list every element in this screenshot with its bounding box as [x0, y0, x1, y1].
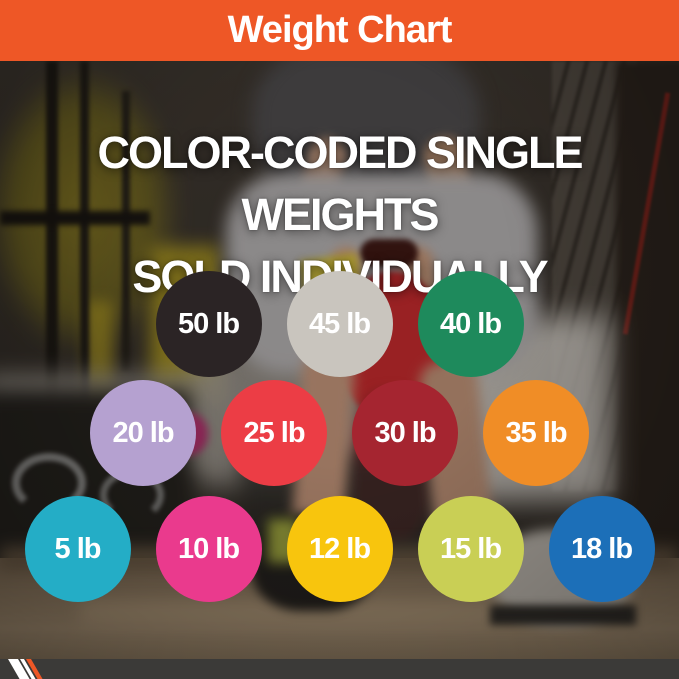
weight-label: 12 lb — [308, 532, 371, 565]
header-title: Weight Chart — [227, 9, 453, 51]
weight-label: 35 lb — [505, 416, 567, 449]
weight-circle-5-lb: 5 lb — [24, 496, 131, 602]
weight-circle-12-lb: 12 lb — [286, 496, 393, 602]
weight-row-medium: 20 lb 25 lb 30 lb 35 lb — [0, 380, 679, 486]
header-bar: Weight Chart — [0, 0, 679, 61]
footer-bar — [0, 659, 679, 679]
athlete-shoe-shape — [490, 605, 636, 625]
weight-circle-45-lb: 45 lb — [286, 271, 393, 377]
weight-label: 50 lb — [177, 307, 240, 340]
weight-row-light: 5 lb 10 lb 12 lb 15 lb 18 lb — [0, 496, 679, 602]
weight-circle-20-lb: 20 lb — [90, 380, 196, 486]
rack-post-shape — [122, 91, 130, 371]
headline-line-1: COLOR-CODED SINGLE WEIGHTS — [97, 127, 583, 240]
weight-circle-15-lb: 15 lb — [417, 496, 524, 602]
weight-circle-25-lb: 25 lb — [221, 380, 327, 486]
weight-row-heavy: 50 lb 45 lb 40 lb — [0, 271, 679, 377]
weight-label: 45 lb — [308, 307, 371, 340]
weight-label: 30 lb — [374, 416, 436, 449]
kettlebell-handle-shape — [360, 239, 418, 267]
weight-label: 20 lb — [112, 416, 174, 449]
weight-label: 5 lb — [54, 532, 102, 565]
kettlebell-rack-handle-shape — [12, 453, 86, 513]
weight-circle-18-lb: 18 lb — [548, 496, 655, 602]
weight-circle-50-lb: 50 lb — [155, 271, 262, 377]
rack-beam-shape — [0, 211, 150, 225]
weight-label: 10 lb — [177, 532, 240, 565]
weight-circle-10-lb: 10 lb — [155, 496, 262, 602]
weight-label: 40 lb — [439, 307, 502, 340]
weight-circle-40-lb: 40 lb — [417, 271, 524, 377]
weight-circle-30-lb: 30 lb — [352, 380, 458, 486]
rack-post-shape — [46, 61, 58, 401]
weight-label: 25 lb — [243, 416, 305, 449]
footer-stripes — [8, 659, 43, 679]
weight-label: 18 lb — [570, 532, 633, 565]
rack-post-shape — [80, 61, 89, 401]
weight-circle-35-lb: 35 lb — [483, 380, 589, 486]
weight-label: 15 lb — [439, 532, 502, 565]
